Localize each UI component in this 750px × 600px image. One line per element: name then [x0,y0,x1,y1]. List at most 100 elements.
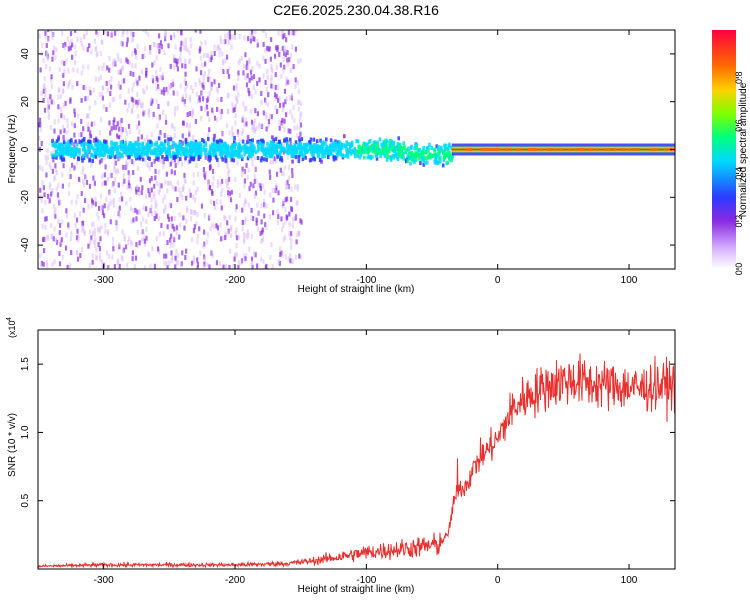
heatmap-cell [137,186,140,192]
heatmap-cell [284,219,287,225]
heatmap-cell [58,261,62,267]
heatmap-cell [167,180,170,186]
heatmap-cell [293,125,296,131]
heatmap-cell [425,146,429,151]
heatmap-cell [248,246,251,252]
heatmap-cell [419,161,422,166]
heatmap-cell [39,67,42,73]
heatmap-cell [154,203,158,209]
heatmap-cell [243,152,246,157]
heatmap-cell [278,144,282,149]
heatmap-cell [204,154,207,160]
heatmap-cell [356,139,360,144]
heatmap-cell [162,164,165,170]
heatmap-cell [70,250,73,256]
heatmap-cell [650,148,654,151]
heatmap-cell [76,37,79,43]
heatmap-cell [289,109,292,115]
heatmap-cell [288,79,291,85]
heatmap-cell [47,97,50,103]
heatmap-cell [402,141,406,146]
heatmap-cell [652,148,656,151]
heatmap-cell [210,81,213,87]
heatmap-cell [282,102,285,108]
heatmap-cell [286,49,289,55]
heatmap-cell [290,30,293,35]
heatmap-cell [283,88,287,94]
heatmap-cell [69,174,72,180]
heatmap-cell [346,154,350,159]
heatmap-cell [286,79,289,85]
heatmap-cell [408,155,411,160]
heatmap-cell [102,62,106,68]
heatmap-cell [267,119,271,125]
heatmap-cell [93,38,97,44]
heatmap-cell [272,138,275,143]
heatmap-cell [244,117,247,123]
heatmap-cell [224,146,228,151]
heatmap-cell [134,63,137,69]
heatmap-cell [241,226,244,232]
heatmap-cell [43,83,46,89]
heatmap-cell [176,58,179,64]
heatmap-cell [45,43,48,49]
heatmap-cell [164,179,167,185]
heatmap-cell [269,174,272,180]
heatmap-cell [439,145,443,150]
heatmap-cell [136,229,139,235]
heatmap-cell [123,233,126,239]
heatmap-cell [373,140,377,145]
heatmap-cell [173,57,176,63]
heatmap-cell [268,169,271,175]
heatmap-cell [221,235,225,241]
heatmap-cell [49,164,52,170]
heatmap-cell [110,76,113,82]
heatmap-cell [160,183,163,189]
heatmap-cell [292,153,295,158]
heatmap-cell [166,224,169,230]
heatmap-cell [212,175,215,181]
heatmap-cell [163,33,166,39]
heatmap-cell [155,140,159,145]
heatmap-cell [105,80,108,86]
heatmap-cell [147,31,150,37]
heatmap-cell [162,87,166,93]
heatmap-cell [141,185,144,191]
heatmap-cell [136,165,140,171]
heatmap-cell [181,63,184,69]
heatmap-cell [382,139,386,144]
heatmap-cell [235,242,238,248]
heatmap-cell [112,246,115,252]
heatmap-cell [82,165,85,171]
heatmap-cell [373,148,376,153]
heatmap-cell [224,142,227,147]
heatmap-cell [291,167,294,173]
heatmap-cell [238,58,241,64]
heatmap-cell [138,129,141,135]
heatmap-cell [46,106,49,112]
heatmap-cell [285,81,288,87]
heatmap-cell [219,35,222,41]
heatmap-cell [44,87,47,93]
heatmap-cell [77,233,80,239]
heatmap-cell [451,154,455,159]
heatmap-cell [47,100,50,106]
heatmap-cell [121,146,125,151]
heatmap-cell [281,107,285,113]
heatmap-cell [76,149,79,154]
heatmap-cell [142,30,145,33]
heatmap-cell [275,65,278,71]
heatmap-cell [275,108,279,114]
heatmap-cell [201,96,205,102]
heatmap-cell [128,236,131,242]
heatmap-cell [80,70,83,76]
heatmap-cell [142,152,146,157]
heatmap-cell [274,84,277,90]
heatmap-cell [251,138,254,143]
heatmap-cell [69,31,73,37]
heatmap-cell [77,176,81,182]
heatmap-cell [509,148,513,151]
heatmap-cell [93,120,96,126]
heatmap-cell [632,148,636,151]
heatmap-cell [57,135,60,140]
